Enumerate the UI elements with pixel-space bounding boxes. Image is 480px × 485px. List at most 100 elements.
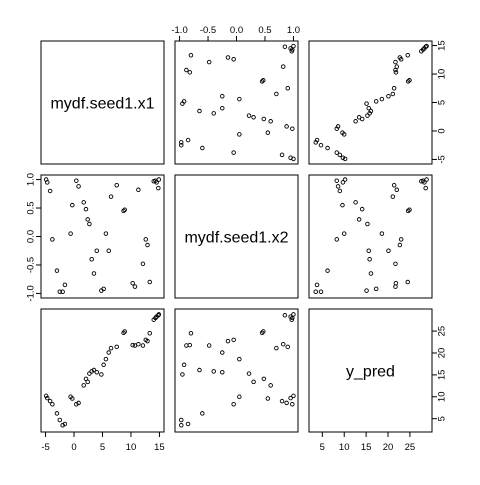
data-point — [334, 178, 340, 183]
data-point — [70, 202, 75, 208]
data-point — [211, 369, 216, 374]
data-point — [156, 185, 161, 191]
data-point — [353, 119, 358, 124]
tick-label: 10 — [339, 442, 350, 453]
data-point — [368, 271, 374, 276]
data-point — [231, 337, 236, 343]
data-point — [261, 376, 267, 382]
data-point — [340, 180, 346, 185]
tick-label: 15 — [437, 370, 448, 381]
data-point — [179, 140, 184, 145]
data-point — [45, 180, 50, 185]
data-point — [282, 313, 288, 318]
data-point — [284, 124, 289, 129]
data-point — [342, 177, 348, 182]
data-point — [325, 145, 330, 151]
data-point — [106, 248, 112, 253]
data-point — [200, 411, 205, 416]
data-point — [251, 115, 256, 120]
data-point — [101, 286, 106, 292]
data-point — [407, 207, 412, 212]
scatter-panel-mydf-seed1-x2-vs-mydf-seed1-x1 — [40, 174, 165, 299]
data-point — [91, 367, 97, 373]
data-point — [50, 237, 55, 242]
data-point — [140, 343, 146, 348]
data-point — [225, 338, 231, 344]
data-point — [57, 289, 63, 294]
data-point — [397, 55, 403, 60]
data-point — [101, 362, 106, 368]
data-point — [280, 64, 286, 69]
data-point — [231, 401, 236, 407]
tick-label: 0.0 — [26, 230, 37, 243]
data-point — [184, 67, 189, 73]
data-point — [103, 356, 109, 362]
data-point — [68, 231, 73, 236]
data-point — [60, 289, 65, 294]
scatter-panel-y-pred-vs-mydf-seed1-x2 — [174, 308, 299, 433]
data-point — [122, 329, 127, 334]
data-point — [405, 279, 410, 285]
right-axis-mydf-seed1-x1: -5 0 5 10 15 — [431, 40, 448, 164]
data-point — [288, 155, 293, 160]
data-point — [340, 130, 345, 135]
data-point — [140, 261, 146, 267]
data-point — [424, 43, 429, 49]
data-point — [373, 99, 379, 104]
data-point — [261, 116, 267, 122]
tick-label: 25 — [437, 326, 448, 337]
data-point — [108, 194, 114, 199]
data-point — [154, 180, 159, 185]
data-point — [265, 396, 271, 401]
bottom-axis-mydf-seed1-x1: -5 0 5 10 15 — [41, 431, 165, 453]
variable-label: mydf.seed1.x1 — [50, 96, 154, 113]
tick-label: 10 — [126, 442, 137, 453]
data-point — [132, 284, 138, 289]
tick-label: 15 — [154, 442, 165, 453]
tick-label: 25 — [405, 442, 416, 453]
tick-label: 0 — [71, 442, 76, 453]
data-point — [353, 200, 358, 205]
panel-frame — [40, 174, 165, 299]
data-point — [265, 130, 271, 135]
data-point — [81, 200, 86, 205]
tick-label: 15 — [361, 442, 372, 453]
data-point — [391, 86, 397, 91]
tick-label: 20 — [383, 442, 394, 453]
data-point — [386, 93, 391, 99]
panel-frame — [174, 40, 299, 165]
tick-label: 5 — [320, 442, 325, 453]
data-point — [285, 86, 291, 91]
scatter-panel-y-pred-vs-mydf-seed1-x1 — [40, 308, 165, 433]
data-point — [398, 237, 404, 242]
panel-frame — [308, 174, 433, 299]
data-point — [62, 421, 68, 427]
scatter-panel-mydf-seed1-x2-vs-y-pred — [308, 174, 433, 299]
data-point — [181, 362, 187, 368]
right-axis-y-pred: 5 10 15 20 25 — [431, 326, 448, 421]
data-point — [50, 401, 55, 407]
data-point — [284, 400, 289, 406]
data-point — [279, 398, 285, 404]
data-point — [393, 261, 398, 267]
panel-frame — [174, 174, 299, 299]
panel-frame — [308, 40, 433, 165]
tick-label: 0.5 — [26, 201, 37, 214]
data-point — [394, 187, 400, 193]
data-point — [237, 132, 242, 137]
data-point — [359, 206, 365, 212]
data-point — [47, 188, 53, 194]
data-point — [179, 417, 184, 423]
tick-label: 15 — [437, 40, 448, 51]
data-point — [184, 343, 189, 348]
tick-label: 1.0 — [26, 173, 37, 186]
diagonal-panel-y-pred: y_pred — [308, 308, 433, 433]
data-point — [280, 341, 286, 347]
variable-label: y_pred — [346, 364, 395, 381]
data-point — [397, 242, 403, 248]
data-point — [386, 248, 391, 253]
tick-label: 0.5 — [258, 25, 271, 36]
data-point — [108, 345, 114, 351]
data-point — [313, 289, 318, 294]
data-point — [288, 314, 293, 319]
